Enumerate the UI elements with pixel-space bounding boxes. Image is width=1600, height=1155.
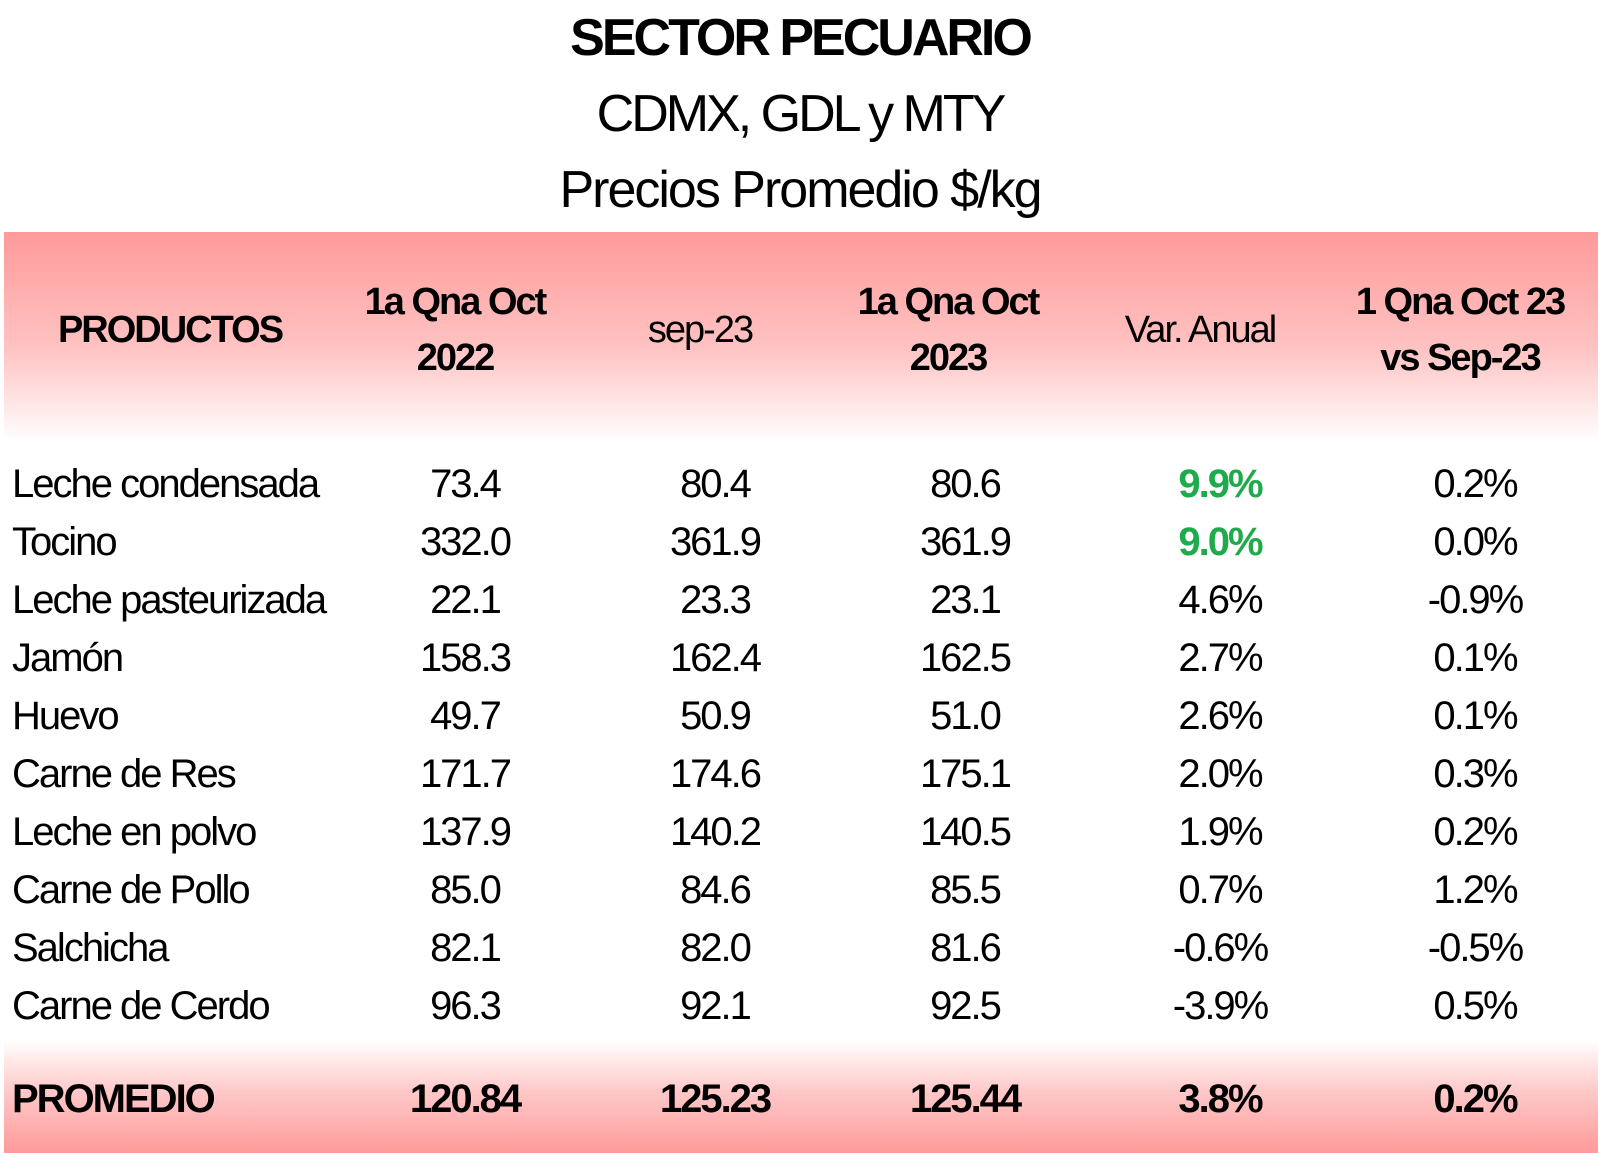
price-sep23: 140.2 — [669, 810, 762, 854]
price-oct2022: 96.3 — [430, 984, 502, 1028]
header-oct2022: 1a Qna Oct 2022 — [355, 274, 555, 386]
price-oct2023: 23.1 — [930, 578, 1002, 622]
product-name: Huevo — [12, 694, 120, 738]
price-oct2022: 332.0 — [419, 520, 512, 564]
price-sep23: 84.6 — [680, 868, 752, 912]
price-oct2023: 92.5 — [930, 984, 1002, 1028]
price-oct2023: 162.5 — [919, 636, 1012, 680]
table-row: Jamón 158.3 162.4 162.5 2.7% 0.1% — [0, 629, 1600, 687]
price-oct2023: 81.6 — [930, 926, 1002, 970]
header-oct2023-line1: 1a Qna Oct — [857, 281, 1041, 323]
var-vs-sep: 1.2% — [1433, 868, 1518, 912]
price-oct2023: 51.0 — [930, 694, 1002, 738]
price-oct2022: 22.1 — [430, 578, 502, 622]
price-oct2022: 82.1 — [430, 926, 502, 970]
var-anual: 9.0% — [1178, 520, 1263, 564]
var-anual: 2.6% — [1178, 694, 1263, 738]
var-anual: 0.7% — [1178, 868, 1263, 912]
header-vs-sep-line1: 1 Qna Oct 23 — [1355, 281, 1566, 323]
price-oct2022: 73.4 — [430, 462, 502, 506]
price-sep23: 174.6 — [669, 752, 762, 796]
average-label: PROMEDIO — [12, 1077, 216, 1121]
product-name: Jamón — [12, 636, 124, 680]
average-var-anual: 3.8% — [1178, 1077, 1263, 1121]
product-name: Leche pasteurizada — [12, 578, 327, 622]
table-title: SECTOR PECUARIO — [570, 9, 1033, 67]
price-sep23: 82.0 — [680, 926, 752, 970]
header-oct2023-line2: 2023 — [909, 337, 989, 379]
table-row: Carne de Cerdo 96.3 92.1 92.5 -3.9% 0.5% — [0, 977, 1600, 1035]
var-anual: 9.9% — [1178, 462, 1263, 506]
product-name: Carne de Res — [12, 752, 237, 796]
price-oct2023: 175.1 — [919, 752, 1012, 796]
table-row: Huevo 49.7 50.9 51.0 2.6% 0.1% — [0, 687, 1600, 745]
price-oct2023: 140.5 — [919, 810, 1012, 854]
price-sep23: 50.9 — [680, 694, 752, 738]
header-band — [4, 232, 1598, 442]
price-sep23: 162.4 — [669, 636, 762, 680]
price-oct2022: 85.0 — [430, 868, 502, 912]
var-vs-sep: 0.1% — [1433, 636, 1518, 680]
table-row: Tocino 332.0 361.9 361.9 9.0% 0.0% — [0, 513, 1600, 571]
var-vs-sep: -0.9% — [1427, 578, 1525, 622]
header-productos: PRODUCTOS — [57, 309, 284, 351]
product-name: Carne de Pollo — [12, 868, 251, 912]
price-oct2022: 137.9 — [419, 810, 512, 854]
product-name: Salchicha — [12, 926, 169, 970]
var-anual: -3.9% — [1172, 984, 1270, 1028]
header-oct2022-line1: 1a Qna Oct — [364, 281, 548, 323]
table-row: Leche pasteurizada 22.1 23.3 23.1 4.6% -… — [0, 571, 1600, 629]
table-row: Leche condensada 73.4 80.4 80.6 9.9% 0.2… — [0, 455, 1600, 513]
average-row: PROMEDIO 120.84 125.23 125.44 3.8% 0.2% — [0, 1070, 1600, 1128]
table-row: Leche en polvo 137.9 140.2 140.5 1.9% 0.… — [0, 803, 1600, 861]
var-anual: 4.6% — [1178, 578, 1263, 622]
header-vs-sep-line2: vs Sep-23 — [1380, 337, 1541, 379]
footer-band — [4, 1040, 1598, 1153]
table-row: Carne de Res 171.7 174.6 175.1 2.0% 0.3% — [0, 745, 1600, 803]
table-subtitle-units: Precios Promedio $/kg — [559, 161, 1042, 219]
table-subtitle-cities: CDMX, GDL y MTY — [596, 85, 1007, 143]
price-oct2022: 49.7 — [430, 694, 502, 738]
product-name: Leche condensada — [12, 462, 320, 506]
average-sep23: 125.23 — [659, 1077, 772, 1121]
header-sep23: sep-23 — [647, 309, 754, 351]
price-sep23: 23.3 — [680, 578, 752, 622]
var-vs-sep: 0.2% — [1433, 462, 1518, 506]
var-anual: 2.0% — [1178, 752, 1263, 796]
var-vs-sep: -0.5% — [1427, 926, 1525, 970]
price-sep23: 361.9 — [669, 520, 762, 564]
price-oct2023: 361.9 — [919, 520, 1012, 564]
price-oct2022: 158.3 — [419, 636, 512, 680]
product-name: Tocino — [12, 520, 118, 564]
header-oct2022-line2: 2022 — [416, 337, 496, 379]
price-oct2022: 171.7 — [419, 752, 512, 796]
table-row: Salchicha 82.1 82.0 81.6 -0.6% -0.5% — [0, 919, 1600, 977]
var-anual: 2.7% — [1178, 636, 1263, 680]
var-vs-sep: 0.0% — [1433, 520, 1518, 564]
table-row: Carne de Pollo 85.0 84.6 85.5 0.7% 1.2% — [0, 861, 1600, 919]
header-vs-sep: 1 Qna Oct 23 vs Sep-23 — [1335, 274, 1585, 386]
product-name: Carne de Cerdo — [12, 984, 271, 1028]
price-sep23: 92.1 — [680, 984, 752, 1028]
price-sep23: 80.4 — [680, 462, 752, 506]
header-oct2023: 1a Qna Oct 2023 — [848, 274, 1048, 386]
var-anual: -0.6% — [1172, 926, 1270, 970]
var-vs-sep: 0.5% — [1433, 984, 1518, 1028]
var-vs-sep: 0.2% — [1433, 810, 1518, 854]
header-var-anual: Var. Anual — [1124, 309, 1277, 351]
price-oct2023: 80.6 — [930, 462, 1002, 506]
average-oct2023: 125.44 — [909, 1077, 1022, 1121]
average-oct2022: 120.84 — [409, 1077, 522, 1121]
price-oct2023: 85.5 — [930, 868, 1002, 912]
var-anual: 1.9% — [1178, 810, 1263, 854]
average-vs-sep: 0.2% — [1433, 1077, 1518, 1121]
product-name: Leche en polvo — [12, 810, 257, 854]
var-vs-sep: 0.3% — [1433, 752, 1518, 796]
var-vs-sep: 0.1% — [1433, 694, 1518, 738]
